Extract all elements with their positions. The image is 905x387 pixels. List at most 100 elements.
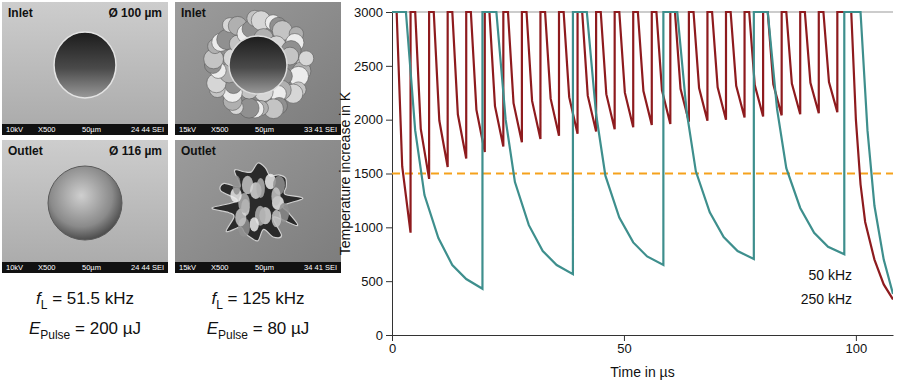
panel-label: Inlet — [181, 6, 206, 20]
caption-value: = 200 µJ — [70, 319, 141, 338]
tick-label: 100 — [846, 341, 868, 356]
axis-title: Time in µs — [610, 364, 674, 380]
chart: 0 500 1000 1500 2000 2500 3000 0 50 100 Temperatur… — [337, 5, 894, 380]
info-text: 15kV — [179, 263, 196, 272]
series-label: 50 kHz — [808, 267, 852, 283]
caption-value: = 125 kHz — [223, 289, 305, 308]
hole-diameter: Ø 100 µm — [108, 6, 162, 20]
recast-debris — [250, 217, 259, 231]
info-text: 10kV — [6, 125, 23, 134]
tick-label: 500 — [361, 274, 383, 289]
caption-subscript: Pulse — [218, 328, 248, 342]
info-text: X500 — [38, 125, 56, 134]
recast-debris — [272, 210, 282, 228]
micrograph-image — [2, 2, 168, 135]
info-text: X500 — [38, 263, 56, 272]
panel-label: Inlet — [8, 6, 33, 20]
caption: EPulse = 200 µJ — [29, 319, 141, 342]
info-text: 33 41 SEI — [304, 125, 337, 134]
info-text: 50µm — [82, 263, 101, 272]
specimen-surface — [175, 140, 341, 273]
tick: 2500 — [354, 58, 392, 73]
drill-hole — [212, 163, 303, 241]
tick: 2000 — [354, 112, 392, 127]
tick-label: 3000 — [354, 5, 383, 20]
info-bar — [175, 262, 341, 273]
drill-hole — [54, 32, 116, 98]
tick-mark — [386, 66, 392, 67]
micrograph: Inlet 15kV X500 50µm 33 41 SEI — [175, 2, 341, 135]
panel-label: Outlet — [181, 144, 216, 158]
drill-hole — [48, 166, 122, 240]
tick: 3000 — [354, 5, 392, 20]
caption-symbol: E — [207, 319, 219, 338]
tick-label: 1000 — [354, 220, 383, 235]
series-label: 250 kHz — [801, 291, 852, 307]
tick-label: 0 — [376, 328, 383, 343]
info-text: 24 44 SEI — [131, 263, 164, 272]
x-axis: 0 50 100 — [389, 335, 894, 356]
recast-debris — [256, 178, 265, 198]
caption-symbol: E — [29, 319, 41, 338]
panel-label: Outlet — [8, 144, 43, 158]
info-text: 50µm — [255, 263, 274, 272]
micrograph-image — [175, 140, 341, 273]
tick-mark — [392, 335, 393, 341]
y-axis: 0 500 1000 1500 2000 2500 3000 — [354, 5, 392, 343]
tick-label: 1500 — [354, 166, 383, 181]
plot-area — [392, 12, 893, 299]
micrograph: Outlet15kVX50050µm34 41 SEI — [175, 140, 341, 273]
tick-mark — [386, 12, 392, 13]
axis-title: Temperature increase in K — [337, 91, 353, 255]
drill-hole — [229, 36, 287, 94]
tick: 500 — [361, 274, 392, 289]
tick-mark — [856, 335, 857, 341]
tick-label: 2500 — [354, 58, 383, 73]
axis-line — [393, 335, 894, 336]
recast-debris — [233, 175, 241, 194]
tick: 0 — [389, 335, 396, 356]
recast-debris — [271, 187, 280, 206]
hole-diameter: Ø 116 µm — [109, 144, 162, 158]
specimen-surface — [175, 2, 341, 135]
series-line — [392, 12, 893, 299]
info-text: 24 44 SEI — [131, 125, 164, 134]
info-text: 10kV — [6, 263, 23, 272]
micrograph: Outlet Ø 116 µm 10kV X500 50µm 24 44 SEI — [2, 140, 168, 273]
tick-mark — [386, 227, 392, 228]
tick: 50 — [617, 335, 631, 356]
tick-mark — [386, 281, 392, 282]
caption: EPulse = 80 µJ — [207, 319, 310, 342]
info-text: 50µm — [255, 125, 274, 134]
micrograph: Inlet Ø 100 µm 10kV X500 50µm 24 44 SEI — [2, 2, 168, 135]
tick-label: 2000 — [354, 112, 383, 127]
tick-mark — [624, 335, 625, 341]
tick-mark — [386, 335, 392, 336]
specimen-surface — [2, 140, 168, 273]
threshold-line — [392, 172, 893, 174]
info-bar — [2, 124, 168, 135]
info-text: 50µm — [82, 125, 101, 134]
info-text: X500 — [211, 125, 229, 134]
tick: 100 — [846, 335, 868, 356]
figure: InletØ 100 µm10kVX50050µm24 44 SEIOutlet… — [0, 0, 905, 387]
info-text: 15kV — [179, 125, 196, 134]
tick-label: 50 — [617, 341, 631, 356]
micrograph-image — [175, 2, 341, 135]
tick-label: 0 — [389, 341, 396, 356]
tick-mark — [386, 174, 392, 175]
tick-mark — [386, 120, 392, 121]
micrograph-image — [2, 140, 168, 273]
caption: fL = 125 kHz — [211, 289, 304, 312]
info-bar — [175, 124, 341, 135]
info-bar — [2, 262, 168, 273]
recast-debris — [299, 51, 314, 66]
series-line — [392, 12, 893, 294]
caption: fL = 51.5 kHz — [36, 289, 134, 312]
caption-value: = 80 µJ — [248, 319, 309, 338]
tick: 1000 — [354, 220, 392, 235]
info-text: 34 41 SEI — [304, 263, 337, 272]
tick: 1500 — [354, 166, 392, 181]
caption-subscript: Pulse — [40, 328, 70, 342]
specimen-surface — [2, 2, 168, 135]
